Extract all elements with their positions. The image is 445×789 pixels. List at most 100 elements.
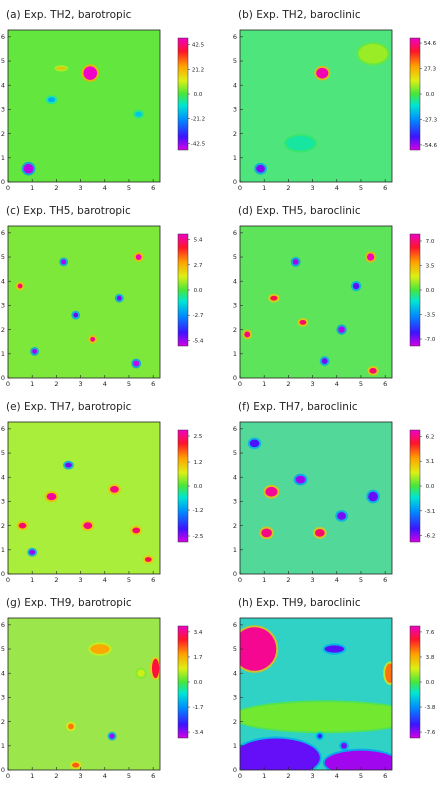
- y-tick-label: 6: [1, 621, 5, 629]
- y-tick-label: 1: [233, 350, 237, 358]
- y-tick-label: 5: [1, 645, 5, 653]
- y-tick-label: 3: [233, 498, 237, 506]
- plot-frame: [239, 617, 393, 771]
- vortex-core: [324, 750, 392, 770]
- x-tick-label: 6: [151, 772, 155, 780]
- vortex-core: [337, 512, 346, 520]
- colorbar-tick-label: 3.5: [426, 264, 435, 270]
- vortex-core: [46, 492, 57, 501]
- y-tick-label: 3: [233, 694, 237, 702]
- x-tick-label: 0: [6, 184, 10, 192]
- y-tick-label: 6: [233, 33, 237, 41]
- vortex-core: [240, 738, 320, 770]
- panel-e: (e) Exp. TH7, barotropic 0 1 2 3 4 5 6 0 1 2 3 4 5 6 2.…: [1, 401, 204, 584]
- x-tick-label: 2: [54, 380, 58, 388]
- vortex-core: [265, 486, 278, 497]
- y-tick-label: 3: [1, 302, 5, 310]
- colorbar-tick-label: 0.0: [426, 680, 435, 686]
- vortex-core: [299, 319, 307, 325]
- colorbar-tick-label: 0.0: [426, 288, 435, 294]
- panel-f: (f) Exp. TH7, baroclinic 0 1 2 3 4 5 6 0 1 2 3 4 5 6 6.…: [233, 401, 436, 584]
- x-tick-label: 4: [335, 576, 339, 584]
- x-tick-label: 0: [6, 380, 10, 388]
- colorbar-tick-label: 0.0: [194, 680, 203, 686]
- vortex-core: [67, 723, 74, 730]
- y-tick-label: 4: [233, 473, 237, 481]
- x-tick-label: 2: [286, 380, 290, 388]
- vortex-core: [352, 282, 360, 290]
- y-tick-label: 0: [1, 766, 5, 774]
- x-tick-label: 2: [286, 772, 290, 780]
- vortex-core: [324, 645, 345, 653]
- vortex-core: [317, 733, 323, 739]
- colorbar-tick-label: -1.2: [193, 508, 204, 514]
- vortex-core: [32, 348, 38, 354]
- y-tick-label: 3: [1, 694, 5, 702]
- colorbar-tick-label: -3.5: [425, 313, 436, 319]
- panel-title: (d) Exp. TH5, baroclinic: [238, 205, 361, 217]
- y-tick-label: 4: [233, 669, 237, 677]
- vortex-core: [132, 527, 141, 534]
- colorbar-tick-label: -27.3: [423, 117, 438, 123]
- x-tick-label: 3: [311, 380, 315, 388]
- vortex-core: [144, 557, 152, 562]
- colorbar-tick-label: 42.5: [192, 42, 205, 48]
- field-background: [8, 30, 160, 182]
- y-tick-label: 2: [1, 522, 5, 530]
- y-tick-label: 0: [233, 178, 237, 186]
- vortex-core: [73, 312, 79, 318]
- colorbar-tick-label: 7.0: [426, 239, 435, 245]
- vortex-core: [65, 462, 72, 468]
- y-tick-label: 2: [233, 326, 237, 334]
- x-tick-label: 3: [311, 576, 315, 584]
- plot-frame: [239, 225, 393, 379]
- y-tick-label: 1: [1, 546, 5, 554]
- vortex-core: [261, 528, 272, 538]
- vortex-core: [83, 522, 93, 530]
- y-tick-label: 6: [233, 229, 237, 237]
- x-tick-label: 0: [238, 772, 242, 780]
- y-tick-label: 1: [1, 742, 5, 750]
- panel-title: (g) Exp. TH9, barotropic: [6, 597, 132, 609]
- colorbar-tick-label: -2.7: [193, 313, 204, 319]
- x-tick-label: 4: [335, 380, 339, 388]
- colorbar-tick-label: 2.7: [194, 263, 203, 269]
- vortex-core: [358, 44, 388, 64]
- y-tick-label: 3: [1, 498, 5, 506]
- colorbar-tick-label: 54.6: [424, 41, 437, 47]
- colorbar-tick-label: 3.8: [426, 655, 435, 661]
- vortex-core: [135, 111, 143, 117]
- y-tick-label: 2: [233, 522, 237, 530]
- x-tick-label: 1: [30, 380, 34, 388]
- y-tick-label: 4: [233, 81, 237, 89]
- x-tick-label: 6: [383, 380, 387, 388]
- x-tick-label: 4: [335, 184, 339, 192]
- x-tick-label: 2: [54, 184, 58, 192]
- y-tick-label: 2: [1, 718, 5, 726]
- y-tick-label: 6: [1, 33, 5, 41]
- y-tick-label: 5: [233, 57, 237, 65]
- panel-title: (c) Exp. TH5, barotropic: [6, 205, 131, 217]
- x-tick-label: 4: [335, 772, 339, 780]
- colorbar-tick-label: -42.5: [191, 142, 206, 148]
- colorbar-tick-label: -3.1: [425, 509, 436, 515]
- vortex-core: [110, 485, 119, 493]
- colorbar-tick-label: 0.0: [194, 484, 203, 490]
- colorbar-tick-label: 0.0: [194, 92, 203, 98]
- y-tick-label: 4: [1, 277, 5, 285]
- y-tick-label: 1: [233, 546, 237, 554]
- panel-title: (f) Exp. TH7, baroclinic: [238, 401, 358, 413]
- x-tick-label: 3: [79, 772, 83, 780]
- x-tick-label: 2: [54, 772, 58, 780]
- vortex-core: [256, 164, 265, 173]
- x-tick-label: 0: [238, 184, 242, 192]
- vortex-core: [137, 669, 145, 677]
- x-tick-label: 4: [103, 772, 107, 780]
- y-tick-label: 5: [233, 253, 237, 261]
- y-tick-label: 6: [1, 229, 5, 237]
- x-tick-label: 5: [359, 380, 363, 388]
- colorbar-tick-label: -2.5: [193, 534, 204, 540]
- x-tick-label: 3: [79, 576, 83, 584]
- colorbar: [409, 233, 421, 347]
- y-tick-label: 0: [1, 178, 5, 186]
